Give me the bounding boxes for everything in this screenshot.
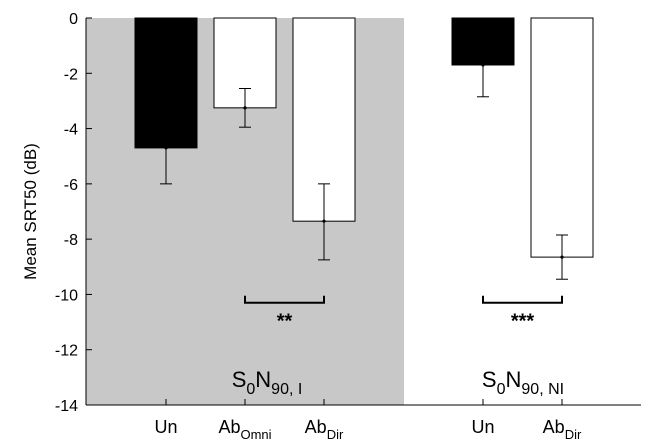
- y-tick-label-5: -8: [64, 232, 78, 249]
- bars-layer: [134, 17, 594, 304]
- y-tick-label-8: -14: [55, 398, 78, 415]
- significance-bracket-2: [482, 295, 563, 304]
- x-tick-label-p1-2: AbOmni: [218, 417, 271, 442]
- condition-label-1: S0N90, I: [232, 367, 303, 398]
- mean-dot-p2-2: [560, 255, 564, 259]
- x-tick-label-p2-1: Un: [471, 417, 494, 437]
- bar-p1-1: [134, 17, 198, 149]
- y-axis-title: Mean SRT50 (dB): [21, 143, 40, 280]
- y-tick-label-2: -2: [64, 66, 78, 83]
- bar-p2-2: [530, 17, 594, 258]
- condition-label-2: S0N90, NI: [482, 367, 564, 398]
- y-tick-label-4: -6: [64, 177, 78, 194]
- mean-dot-p1-2: [243, 106, 247, 110]
- significance-label-1: **: [277, 311, 293, 333]
- x-tick-label-p1-1: Un: [154, 417, 177, 437]
- mean-dot-p2-1: [481, 63, 485, 67]
- y-tick-label-1: 0: [69, 11, 78, 28]
- y-tick-label-6: -10: [55, 287, 78, 304]
- significance-label-2: ***: [511, 311, 535, 333]
- mean-dot-p1-1: [164, 146, 168, 150]
- x-tick-label-p1-3: AbDir: [305, 417, 344, 442]
- significance-bracket-1: [244, 295, 325, 304]
- x-tick-label-p2-2: AbDir: [543, 417, 582, 442]
- mean-dot-p1-3: [322, 219, 326, 223]
- y-tick-label-7: -12: [55, 343, 78, 360]
- axes-layer: [85, 17, 641, 406]
- bar-p2-1: [451, 17, 515, 66]
- y-tick-label-3: -4: [64, 122, 78, 139]
